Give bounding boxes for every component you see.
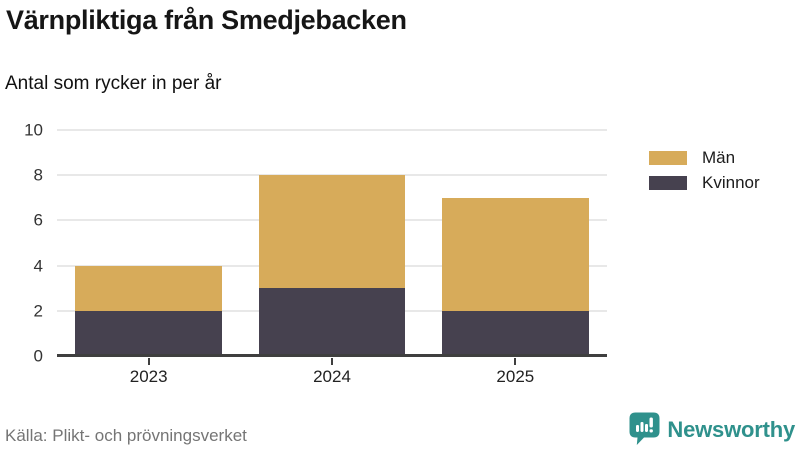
bar-stack bbox=[258, 175, 406, 356]
legend-swatch bbox=[649, 175, 687, 190]
source-text: Källa: Plikt- och prövningsverket bbox=[5, 426, 247, 445]
bar-group-2024: 2024 bbox=[240, 130, 423, 386]
x-tick-label: 2024 bbox=[313, 367, 351, 386]
newsworthy-logo: Newsworthy bbox=[629, 412, 795, 451]
legend-label: Män bbox=[702, 147, 736, 167]
legend-item-män: Män bbox=[649, 147, 760, 167]
bar-group-2023: 2023 bbox=[57, 130, 240, 386]
y-tick-label: 6 bbox=[33, 210, 43, 230]
bar-group-2025: 2025 bbox=[424, 130, 607, 386]
bar-segment-kvinnor bbox=[258, 288, 406, 356]
bar-stack bbox=[75, 265, 222, 356]
bar-segment-män bbox=[441, 197, 589, 311]
page-title: Värnpliktiga från Smedjebacken bbox=[6, 5, 407, 35]
y-tick-label: 2 bbox=[33, 301, 43, 321]
bars: 2023 2024 2025 bbox=[57, 130, 607, 386]
bar-segment-män bbox=[258, 175, 406, 289]
y-axis-labels: 0 2 4 6 8 10 bbox=[0, 122, 48, 365]
x-tick bbox=[514, 358, 517, 365]
y-tick-label: 0 bbox=[33, 346, 43, 366]
legend: Män Kvinnor bbox=[649, 147, 760, 192]
x-tick bbox=[147, 358, 150, 365]
bar-segment-män bbox=[75, 265, 222, 311]
bar-stack bbox=[441, 197, 589, 356]
legend-swatch bbox=[649, 150, 687, 165]
x-tick bbox=[330, 358, 333, 365]
legend-item-kvinnor: Kvinnor bbox=[649, 172, 760, 192]
y-tick-label: 8 bbox=[33, 165, 43, 185]
bar-segment-kvinnor bbox=[441, 310, 589, 356]
x-tick-label: 2025 bbox=[496, 367, 535, 386]
plot-area: 2023 2024 2025 bbox=[57, 129, 607, 386]
legend-label: Kvinnor bbox=[702, 172, 760, 192]
gridline bbox=[57, 129, 607, 131]
x-tick-label: 2023 bbox=[129, 367, 168, 386]
newsworthy-wordmark: Newsworthy bbox=[667, 417, 795, 442]
y-tick-label: 10 bbox=[24, 120, 43, 140]
chart-subtitle: Antal som rycker in per år bbox=[5, 73, 222, 94]
x-axis-line bbox=[57, 354, 607, 357]
bar-chart-speech-bubble-icon bbox=[629, 412, 660, 451]
bar-segment-kvinnor bbox=[75, 310, 222, 356]
y-tick-label: 4 bbox=[33, 256, 43, 276]
